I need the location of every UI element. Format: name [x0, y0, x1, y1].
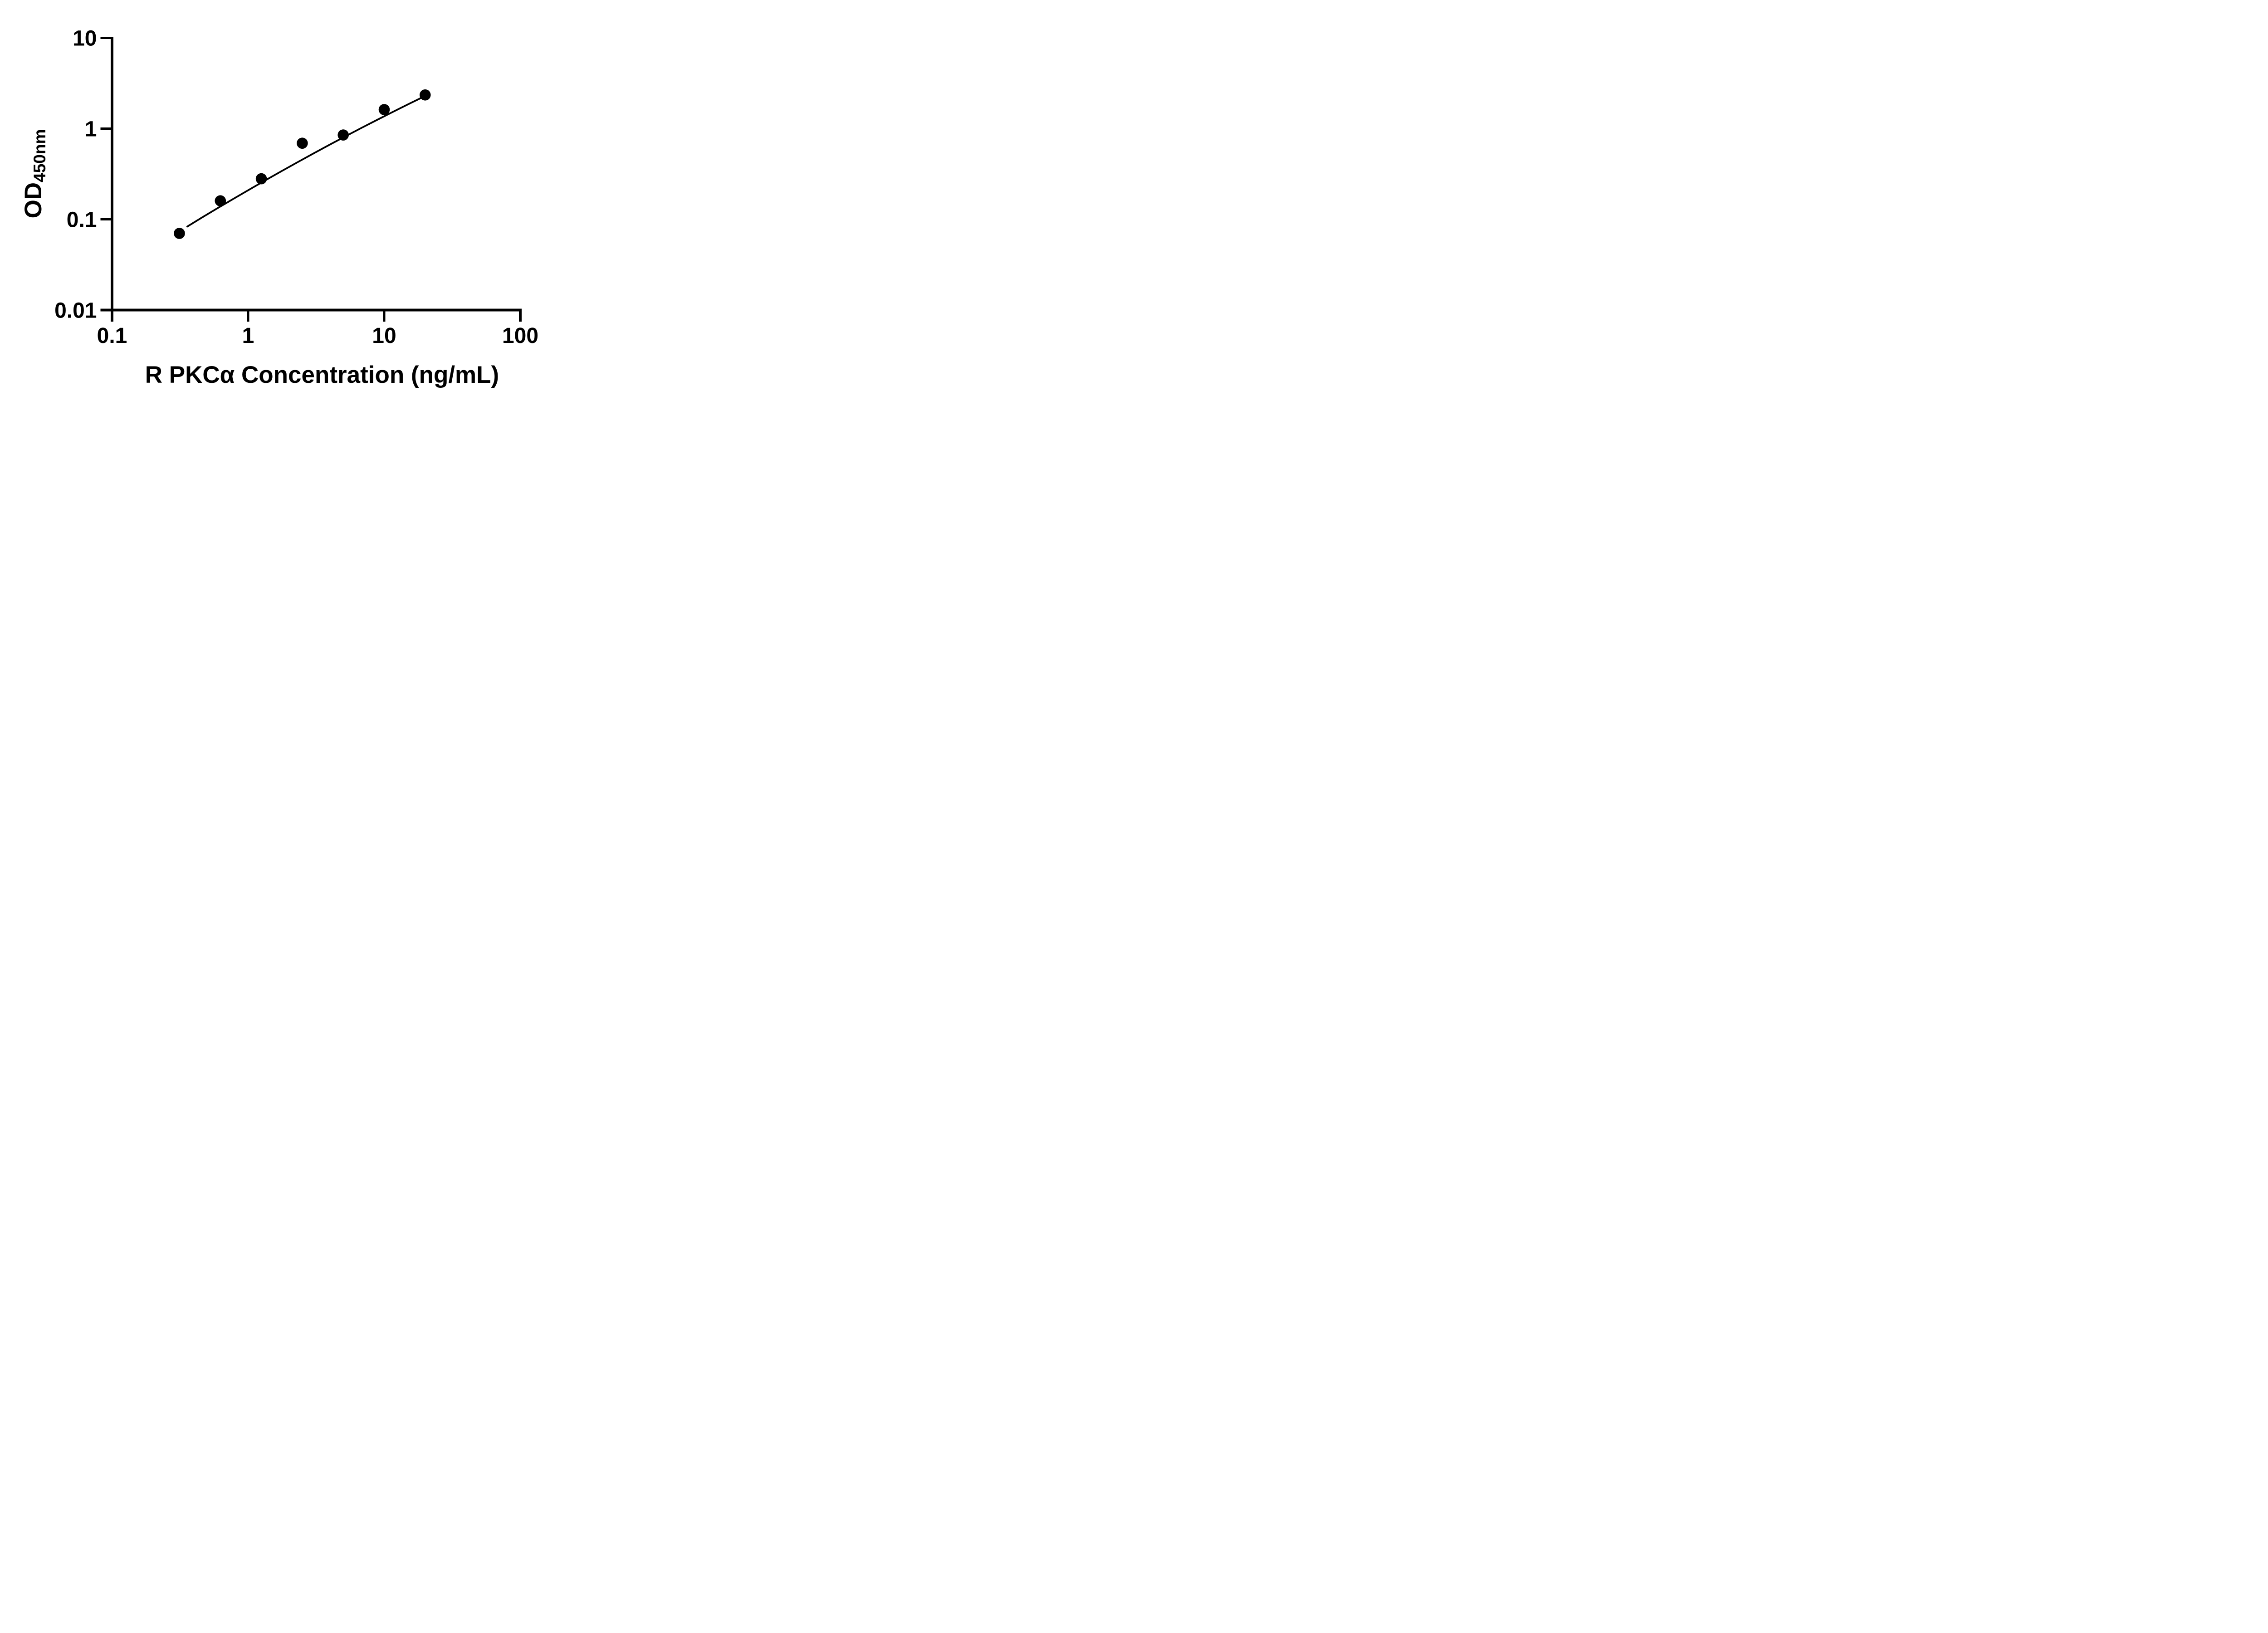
x-axis-title: R PKCα Concentration (ng/mL)	[145, 362, 499, 388]
y-tick-label: 1	[85, 117, 97, 142]
x-axis-end-tick	[519, 308, 522, 322]
data-point	[297, 137, 308, 149]
y-tick	[100, 37, 112, 39]
y-axis-title: OD450nm	[20, 129, 49, 219]
elisa-standard-curve-figure: 10 1 0.1 0.01 0.1 1 10 100 OD450nm R PKCα Conce…	[0, 0, 583, 408]
data-point	[174, 228, 185, 239]
y-tick	[100, 127, 112, 130]
x-axis-line	[100, 308, 522, 312]
y-tick-label: 0.01	[54, 299, 97, 323]
y-tick	[100, 218, 112, 220]
y-tick-label: 0.1	[67, 208, 97, 232]
data-point	[255, 173, 267, 185]
x-tick-label: 100	[502, 324, 538, 348]
x-tick-label: 1	[242, 324, 254, 348]
data-point	[337, 129, 349, 141]
data-point	[420, 89, 431, 101]
x-tick	[247, 308, 249, 322]
y-axis-title-sub: 450nm	[30, 129, 49, 182]
x-tick	[383, 308, 386, 322]
data-point	[215, 195, 226, 207]
y-tick-label: 10	[73, 27, 97, 51]
data-point	[378, 104, 390, 115]
x-tick-label: 10	[372, 324, 396, 348]
y-axis-line	[111, 37, 113, 322]
y-axis-title-main: OD	[20, 182, 47, 219]
fit-curve	[186, 95, 426, 228]
x-tick-label: 0.1	[97, 324, 127, 348]
